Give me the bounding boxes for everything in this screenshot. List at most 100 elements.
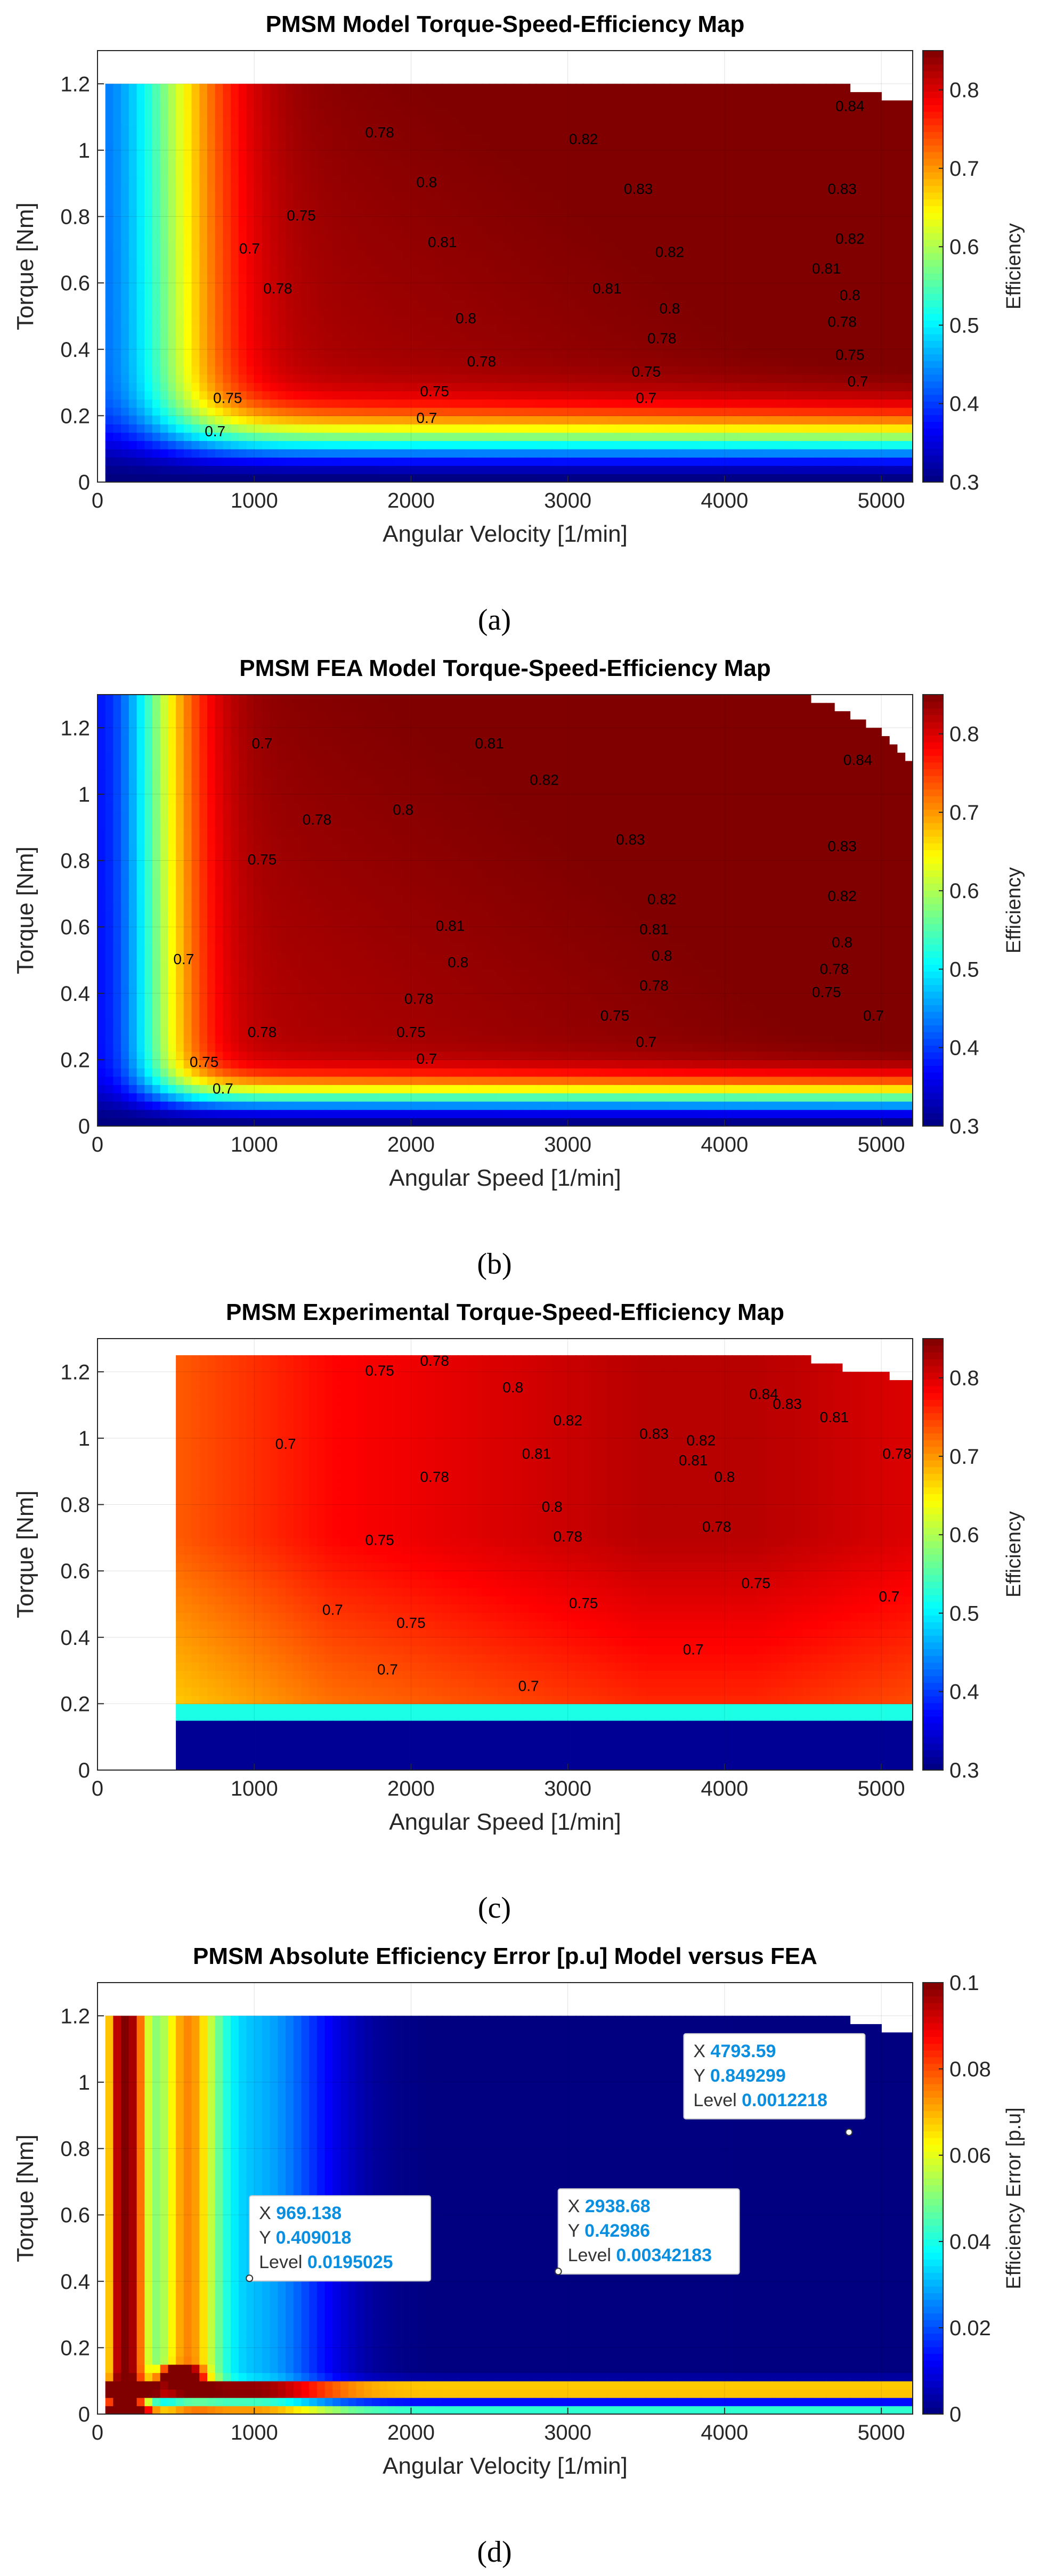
heatmap-cell	[301, 316, 310, 325]
heatmap-cell	[489, 158, 498, 167]
heatmap-cell	[748, 474, 757, 483]
heatmap-cell	[662, 100, 670, 109]
heatmap-cell	[136, 125, 145, 134]
heatmap-cell	[128, 374, 137, 383]
heatmap-cell	[897, 241, 906, 250]
heatmap-cell	[810, 399, 819, 408]
heatmap-cell	[850, 432, 858, 441]
heatmap-cell	[293, 125, 302, 134]
heatmap-cell	[818, 117, 827, 126]
heatmap-cell	[560, 100, 568, 109]
heatmap-cell	[795, 266, 803, 275]
heatmap-cell	[481, 399, 490, 408]
heatmap-cell	[701, 449, 710, 458]
heatmap-cell	[450, 449, 459, 458]
heatmap-cell	[309, 100, 318, 109]
heatmap-cell	[371, 191, 380, 201]
heatmap-cell	[615, 249, 623, 259]
heatmap-cell	[371, 241, 380, 250]
heatmap-cell	[434, 150, 443, 159]
heatmap-cell	[850, 142, 858, 151]
heatmap-cell	[630, 92, 639, 101]
heatmap-cell	[575, 191, 584, 201]
heatmap-cell	[881, 365, 890, 375]
heatmap-cell	[552, 233, 561, 242]
heatmap-cell	[144, 125, 153, 134]
heatmap-cell	[897, 316, 906, 325]
heatmap-cell	[897, 399, 906, 408]
heatmap-cell	[544, 415, 553, 425]
heatmap-cell	[865, 109, 874, 118]
heatmap-cell	[724, 249, 733, 259]
heatmap-cell	[238, 225, 247, 234]
heatmap-cell	[497, 399, 506, 408]
heatmap-cell	[481, 374, 490, 383]
heatmap-cell	[426, 266, 435, 275]
heatmap-cell	[756, 349, 765, 358]
heatmap-cell	[324, 109, 334, 118]
heatmap-cell	[293, 382, 302, 392]
heatmap-cell	[513, 208, 522, 217]
heatmap-cell	[724, 167, 733, 176]
heatmap-cell	[270, 349, 279, 358]
heatmap-cell	[207, 84, 216, 93]
heatmap-cell	[865, 465, 874, 475]
heatmap-cell	[756, 200, 765, 209]
heatmap-cell	[654, 441, 662, 450]
heatmap-cell	[717, 474, 725, 483]
heatmap-cell	[905, 274, 913, 283]
heatmap-cell	[505, 341, 514, 350]
heatmap-cell	[748, 84, 757, 93]
heatmap-cell	[348, 324, 357, 333]
heatmap-cell	[270, 274, 279, 283]
heatmap-cell	[411, 299, 419, 308]
heatmap-cell	[301, 324, 310, 333]
heatmap-cell	[513, 424, 522, 433]
heatmap-cell	[842, 249, 851, 259]
heatmap-cell	[270, 390, 279, 400]
heatmap-cell	[748, 374, 757, 383]
heatmap-cell	[474, 365, 482, 375]
heatmap-cell	[411, 274, 419, 283]
heatmap-cell	[638, 457, 647, 466]
heatmap-cell	[403, 324, 412, 333]
heatmap-cell	[458, 449, 467, 458]
heatmap-cell	[873, 341, 882, 350]
heatmap-cell	[301, 266, 310, 275]
heatmap-cell	[889, 258, 898, 267]
heatmap-cell	[709, 175, 717, 184]
heatmap-cell	[332, 241, 341, 250]
heatmap-cell	[771, 316, 780, 325]
heatmap-cell	[842, 324, 851, 333]
heatmap-cell	[489, 291, 498, 300]
heatmap-cell	[865, 307, 874, 317]
heatmap-cell	[513, 142, 522, 151]
heatmap-cell	[136, 274, 145, 283]
heatmap-cell	[622, 274, 631, 283]
heatmap-cell	[756, 233, 765, 242]
heatmap-cell	[685, 208, 694, 217]
heatmap-cell	[779, 117, 788, 126]
heatmap-cell	[270, 424, 279, 433]
heatmap-cell	[897, 291, 906, 300]
contour-label: 0.75	[420, 383, 449, 400]
heatmap-cell	[105, 167, 114, 176]
heatmap-cell	[740, 266, 749, 275]
heatmap-cell	[795, 449, 803, 458]
heatmap-cell	[113, 125, 121, 134]
heatmap-cell	[387, 208, 396, 217]
heatmap-cell	[818, 357, 827, 366]
heatmap-cell	[560, 109, 568, 118]
heatmap-cell	[505, 357, 514, 366]
heatmap-cell	[474, 390, 482, 400]
heatmap-cell	[442, 382, 451, 392]
heatmap-cell	[450, 283, 459, 292]
heatmap-cell	[434, 84, 443, 93]
heatmap-cell	[387, 349, 396, 358]
heatmap-cell	[591, 465, 600, 475]
heatmap-cell	[709, 158, 717, 167]
heatmap-cell	[395, 233, 404, 242]
heatmap-cell	[293, 283, 302, 292]
heatmap-cell	[183, 274, 192, 283]
heatmap-cell	[873, 374, 882, 383]
